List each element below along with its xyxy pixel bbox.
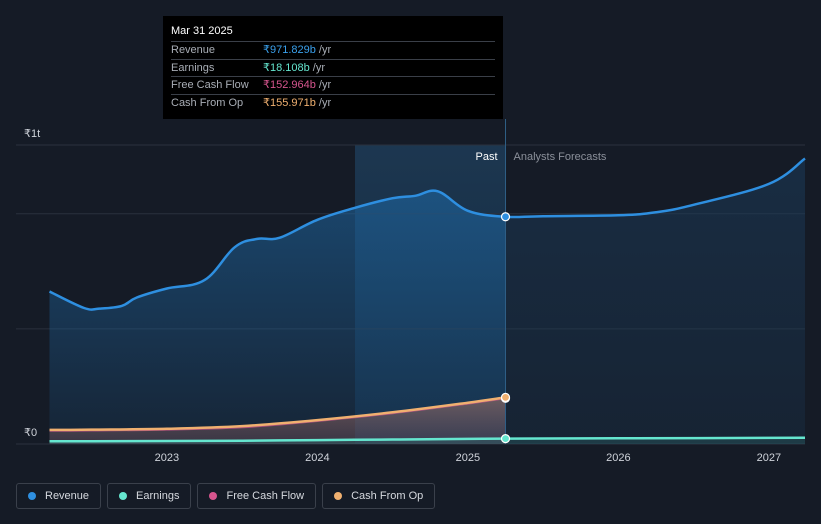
legend-label: Cash From Op [351,490,424,502]
legend-item-cash-from-op[interactable]: Cash From Op [322,483,436,509]
forecast-label: Analysts Forecasts [514,151,607,163]
tooltip-row-revenue: Revenue ₹971.829b /yr [171,41,495,59]
legend: Revenue Earnings Free Cash Flow Cash Fro… [16,483,436,509]
legend-label: Free Cash Flow [226,490,305,502]
y-tick-label: ₹0 [24,427,37,439]
tooltip-value: ₹152.964b [263,79,316,91]
area-fills [49,158,805,444]
tooltip: Mar 31 2025 Revenue ₹971.829b /yr Earnin… [163,16,503,119]
tooltip-unit: /yr [312,61,325,74]
tooltip-value: ₹18.108b [263,61,310,74]
tooltip-unit: /yr [318,79,332,91]
cash-from-op-hover-dot [500,392,511,402]
cash-from-op-area [49,397,506,444]
revenue-area-past [49,190,506,444]
x-axis-labels: 2023 2024 2025 2026 2027 [155,452,781,464]
tooltip-label: Free Cash Flow [171,79,249,91]
earnings-hover-dot [500,434,511,444]
x-tick-label: 2026 [606,452,630,464]
cash-from-op-line [49,396,506,432]
y-tick-label: ₹1t [24,128,40,140]
legend-item-free-cash-flow[interactable]: Free Cash Flow [197,483,317,509]
x-tick-label: 2025 [456,452,480,464]
legend-dot-icon [119,492,128,500]
x-tick-label: 2024 [305,452,329,464]
x-tick-label: 2027 [757,452,781,464]
tooltip-unit: /yr [318,96,332,109]
revenue-area-forecast [505,158,805,444]
revenue-line [48,157,806,311]
revenue-hover-dot [500,212,511,222]
tooltip-label: Cash From Op [171,96,244,109]
tooltip-label: Revenue [171,44,216,56]
hover-dots [500,212,511,444]
legend-item-earnings[interactable]: Earnings [107,483,192,509]
tooltip-value: ₹155.971b [263,96,316,109]
legend-dot-icon [334,492,343,500]
tooltip-row-cash-from-op: Cash From Op ₹155.971b /yr [171,93,495,112]
earnings-line [49,436,806,443]
past-label: Past [475,151,497,163]
legend-label: Earnings [136,490,180,502]
legend-label: Revenue [45,490,90,502]
tooltip-row-free-cash-flow: Free Cash Flow ₹152.964b /yr [171,76,495,94]
tooltip-date: Mar 31 2025 [171,25,233,37]
y-axis-labels: ₹1t ₹0 [24,128,40,439]
tooltip-row-earnings: Earnings ₹18.108b /yr [171,58,495,77]
series-lines [48,157,806,443]
legend-dot-icon [28,492,36,500]
legend-dot-icon [209,492,218,500]
x-tick-label: 2023 [155,452,179,464]
tooltip-value: ₹971.829b [263,44,316,56]
legend-item-revenue[interactable]: Revenue [16,483,102,509]
tooltip-label: Earnings [171,61,215,74]
tooltip-unit: /yr [318,44,332,56]
